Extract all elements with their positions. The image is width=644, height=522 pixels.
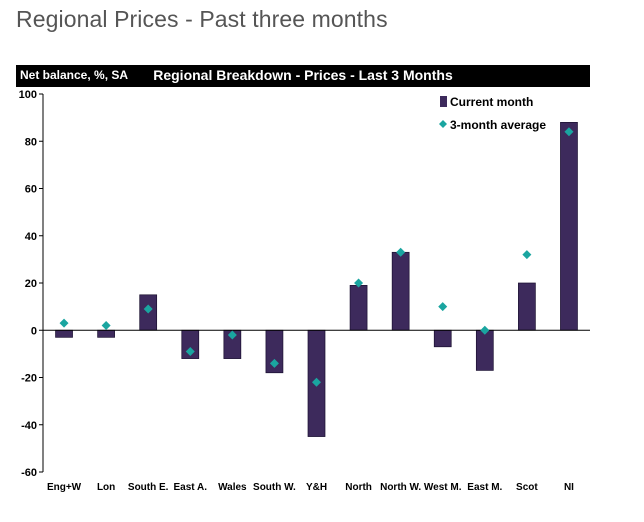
diamond-3-month-average [354,278,364,288]
y-tick-label: -20 [21,373,37,385]
diamond-3-month-average [143,304,153,314]
x-tick-label: East M. [467,482,502,493]
x-tick-label: NI [564,482,574,493]
diamond-3-month-average [101,321,111,331]
y-axis-label: Net balance, %, SA [20,68,129,82]
diamond-3-month-average [396,247,406,257]
bar-current-month [97,329,115,338]
chart-header-bar: Net balance, %, SA Regional Breakdown - … [16,65,590,87]
bar-current-month [349,285,368,331]
y-tick-label: 0 [31,325,37,337]
x-tick-label: Scot [516,482,538,493]
x-tick-label: Wales [218,482,247,493]
x-tick-label: North [345,482,372,493]
bar-current-month [391,251,410,331]
x-tick-label: Lon [97,482,115,493]
bar-current-month [475,329,494,371]
diamond-3-month-average [185,347,195,357]
diamond-3-month-average [312,377,321,387]
y-tick-label: 60 [25,184,37,196]
page-title: Regional Prices - Past three months [16,6,388,32]
bar-current-month [55,329,73,338]
legend-swatch-3-month-average [439,120,447,128]
x-tick-label: West M. [424,482,462,493]
legend-swatch-current-month [440,96,447,107]
diamond-3-month-average [564,127,574,137]
y-tick-label: 80 [25,136,37,148]
x-tick-label: South W. [253,482,296,493]
x-tick-label: North W. [380,482,421,493]
diamond-3-month-average [59,318,69,328]
legend-label-current-month: Current month [450,95,533,109]
bar-current-month [560,121,578,331]
diamond-3-month-average [227,330,237,340]
x-tick-label: Y&H [306,482,327,493]
y-tick-label: -40 [21,420,37,432]
x-tick-label: Eng+W [47,482,82,493]
y-tick-label: -60 [21,467,37,479]
bar-current-month [433,329,452,348]
diamond-3-month-average [522,250,532,260]
diamond-3-month-average [480,325,490,335]
x-tick-label: East A. [174,482,208,493]
y-tick-label: 100 [19,89,37,101]
diamond-3-month-average [269,358,279,368]
chart-title: Regional Breakdown - Prices - Last 3 Mon… [153,67,453,83]
y-tick-label: 40 [25,231,37,243]
y-tick-label: 20 [25,278,37,290]
x-tick-label: South E. [128,482,169,493]
diamond-3-month-average [438,302,448,312]
bar-current-month [518,282,536,331]
legend-label-3-month-average: 3-month average [450,118,546,132]
